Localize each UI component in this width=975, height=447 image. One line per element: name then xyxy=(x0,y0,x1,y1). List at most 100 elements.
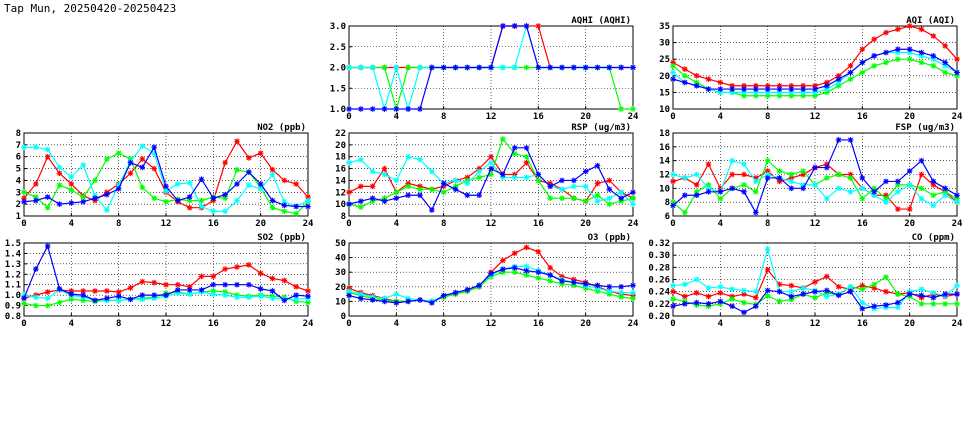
data-point xyxy=(269,166,276,173)
data-point xyxy=(788,171,795,178)
y-tick-label: 0.24 xyxy=(648,288,670,298)
data-point xyxy=(859,59,866,66)
data-point xyxy=(269,275,276,282)
data-point xyxy=(369,168,376,175)
data-point xyxy=(257,185,264,192)
data-point xyxy=(705,188,712,195)
data-point xyxy=(511,145,518,151)
y-tick-label: 3.0 xyxy=(330,22,346,32)
data-point xyxy=(523,174,530,181)
x-tick-label: 20 xyxy=(580,319,591,329)
y-tick-label: 5 xyxy=(16,165,21,175)
data-point xyxy=(847,175,854,181)
x-tick-label: 4 xyxy=(69,219,75,229)
data-point xyxy=(523,267,530,274)
data-point xyxy=(281,297,288,304)
data-point xyxy=(682,209,688,216)
data-point xyxy=(21,198,27,205)
data-point xyxy=(788,185,795,192)
data-point xyxy=(246,281,252,288)
data-point xyxy=(918,26,925,33)
data-point xyxy=(175,281,181,288)
data-point xyxy=(776,298,783,305)
data-point xyxy=(630,295,636,302)
data-point xyxy=(500,23,506,29)
data-point xyxy=(764,175,771,181)
data-point xyxy=(535,275,542,281)
data-point xyxy=(222,159,228,166)
data-point xyxy=(670,76,676,82)
data-point xyxy=(293,203,299,210)
data-point xyxy=(151,165,157,172)
data-point xyxy=(705,293,712,300)
data-point xyxy=(906,182,913,188)
data-point xyxy=(883,178,889,185)
x-tick-label: 8 xyxy=(765,219,770,229)
x-tick-label: 0 xyxy=(670,219,675,229)
data-point xyxy=(547,265,553,271)
data-point xyxy=(369,297,376,303)
data-point xyxy=(788,178,795,185)
data-point xyxy=(104,191,110,198)
data-point xyxy=(21,189,27,196)
data-point xyxy=(68,187,75,193)
data-point xyxy=(630,201,636,207)
x-tick-label: 0 xyxy=(346,219,351,229)
x-tick-label: 0 xyxy=(21,219,26,229)
data-point xyxy=(835,292,842,299)
data-point xyxy=(859,46,866,53)
x-tick-label: 4 xyxy=(718,112,724,122)
y-tick-label: 6 xyxy=(665,212,670,222)
data-point xyxy=(127,170,134,177)
x-tick-label: 12 xyxy=(486,319,497,329)
data-point xyxy=(358,295,364,302)
x-tick-label: 20 xyxy=(580,219,591,229)
data-point xyxy=(464,286,471,293)
data-point xyxy=(198,203,205,210)
data-point xyxy=(44,153,51,160)
chart-title: AQI (AQI) xyxy=(906,16,955,26)
data-point xyxy=(594,192,601,199)
chart-title: AQHI (AQHI) xyxy=(571,16,631,26)
data-point xyxy=(305,203,311,210)
data-point xyxy=(186,287,193,293)
data-point xyxy=(511,174,518,181)
x-tick-label: 8 xyxy=(116,319,121,329)
data-point xyxy=(523,23,530,29)
data-point xyxy=(871,188,877,195)
data-point xyxy=(682,73,688,79)
data-point xyxy=(21,300,27,307)
data-point xyxy=(594,162,601,169)
data-point xyxy=(930,33,937,39)
data-point xyxy=(705,301,712,307)
data-point xyxy=(682,66,688,72)
data-point xyxy=(523,159,530,166)
data-point xyxy=(693,299,700,306)
data-point xyxy=(163,292,169,298)
data-point xyxy=(630,282,636,289)
data-point xyxy=(942,43,948,49)
data-point xyxy=(824,287,830,294)
data-point xyxy=(918,286,925,293)
data-point xyxy=(918,59,925,66)
data-point xyxy=(606,201,613,207)
chart-fsp: 0 4 8 12 16 20 24 6 8 10 12 14 16 18 FSP (ug/m3) xyxy=(659,123,963,229)
y-tick-label: 30 xyxy=(659,39,670,49)
data-point xyxy=(417,156,423,163)
series-3 xyxy=(346,145,636,213)
x-tick-label: 12 xyxy=(161,319,172,329)
data-point xyxy=(476,168,482,175)
data-point xyxy=(535,248,542,255)
data-point xyxy=(488,165,494,172)
data-point xyxy=(535,177,542,184)
data-point xyxy=(753,294,759,301)
data-point xyxy=(942,301,948,307)
data-point xyxy=(429,168,435,175)
data-point xyxy=(942,192,948,199)
x-tick-label: 8 xyxy=(765,319,770,329)
data-point xyxy=(269,197,276,204)
data-point xyxy=(682,79,688,86)
data-point xyxy=(488,153,494,160)
data-point xyxy=(68,200,75,206)
